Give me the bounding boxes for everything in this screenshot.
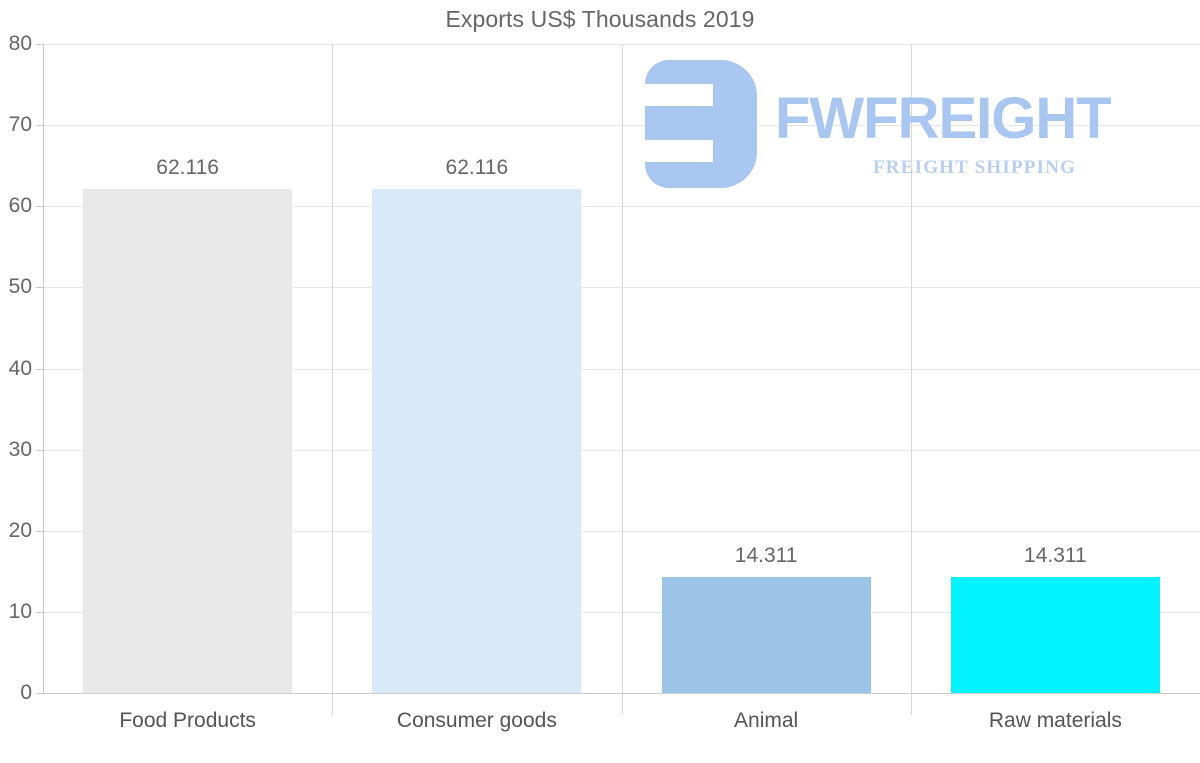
y-axis-tick-label: 70 bbox=[8, 113, 32, 137]
y-axis-tick bbox=[36, 287, 43, 289]
bar-value-label: 14.311 bbox=[1024, 543, 1087, 567]
y-axis-tick bbox=[36, 693, 43, 694]
y-axis-tick bbox=[36, 611, 43, 613]
y-axis-line bbox=[43, 44, 44, 694]
y-axis-tick-label: 60 bbox=[8, 194, 32, 218]
y-axis-tick bbox=[36, 44, 43, 45]
y-axis-tick bbox=[36, 530, 43, 532]
chart-title: Exports US$ Thousands 2019 bbox=[445, 6, 755, 32]
watermark: FWFREIGHT FREIGHT SHIPPING bbox=[645, 58, 1155, 190]
y-axis-tick-label: 10 bbox=[8, 599, 32, 623]
bar[interactable] bbox=[950, 576, 1160, 693]
watermark-wordmark: FWFREIGHT bbox=[775, 86, 1112, 151]
x-axis-category-label: Animal bbox=[734, 709, 799, 732]
y-axis-tick bbox=[36, 125, 43, 127]
y-axis-tick bbox=[36, 206, 43, 208]
y-axis-tick bbox=[36, 449, 43, 451]
bar[interactable] bbox=[661, 576, 871, 693]
x-axis-category-label: Raw materials bbox=[988, 709, 1122, 732]
y-axis-tick-label: 40 bbox=[8, 356, 32, 380]
category-separator bbox=[621, 44, 623, 715]
x-axis-category-label: Consumer goods bbox=[396, 709, 557, 732]
bar[interactable] bbox=[372, 189, 582, 693]
bar-value-label: 62.116 bbox=[156, 156, 219, 180]
y-axis-tick-label: 20 bbox=[8, 518, 32, 542]
bar[interactable] bbox=[83, 189, 293, 693]
bar-value-label: 62.116 bbox=[445, 156, 509, 180]
watermark-tagline: FREIGHT SHIPPING bbox=[873, 157, 1077, 178]
bar-value-label: 14.311 bbox=[734, 543, 798, 567]
y-axis-tick-label: 50 bbox=[8, 275, 32, 299]
category-separator bbox=[332, 44, 334, 715]
x-axis-category-label: Food Products bbox=[119, 709, 256, 732]
category-separator bbox=[910, 44, 912, 715]
y-axis-tick-label: 80 bbox=[8, 32, 32, 55]
y-axis-tick-label: 30 bbox=[8, 437, 32, 461]
y-axis-tick bbox=[36, 368, 43, 370]
y-axis-tick-label: 0 bbox=[20, 681, 32, 704]
fwfreight-logo-icon bbox=[645, 60, 757, 188]
